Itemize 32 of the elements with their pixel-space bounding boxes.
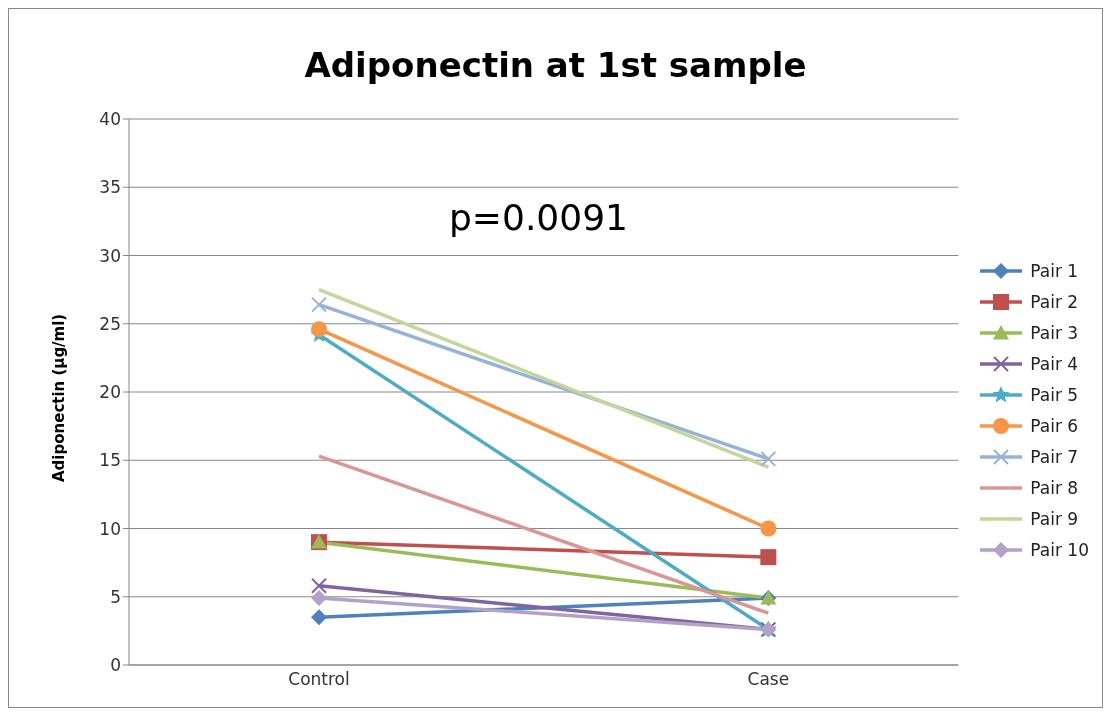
point — [311, 321, 327, 338]
y-tick-label: 5 — [110, 586, 121, 607]
legend-label: Pair 5 — [1030, 384, 1079, 405]
point — [760, 549, 777, 566]
point — [311, 609, 327, 626]
chart-title: Adiponectin at 1st sample — [303, 44, 808, 87]
y-tick-label: 20 — [99, 382, 121, 403]
y-tick-label: 30 — [99, 245, 121, 266]
legend-label: Pair 7 — [1030, 446, 1079, 467]
x-tick-label: Case — [747, 669, 790, 690]
legend-label: Pair 10 — [1030, 539, 1089, 560]
y-axis-title: Adiponectin (µg/ml) — [50, 313, 69, 482]
legend-label: Pair 2 — [1030, 291, 1079, 312]
legend-label: Pair 9 — [1030, 508, 1079, 529]
y-tick-label: 15 — [99, 450, 121, 471]
y-tick-label: 25 — [99, 313, 121, 334]
y-tick-label: 0 — [110, 655, 121, 676]
y-tick-label: 10 — [99, 518, 121, 539]
point — [311, 577, 327, 594]
legend-label: Pair 1 — [1030, 260, 1079, 281]
point — [760, 520, 777, 537]
point — [311, 590, 327, 607]
y-tick-label: 35 — [99, 177, 121, 198]
annotation: p=0.0091 — [449, 197, 628, 238]
legend-label: Pair 8 — [1030, 477, 1079, 498]
legend-label: Pair 4 — [1030, 353, 1079, 374]
legend-label: Pair 6 — [1030, 415, 1079, 436]
x-tick-label: Control — [288, 669, 350, 690]
y-tick-label: 40 — [99, 109, 121, 130]
point — [311, 296, 327, 313]
point — [760, 450, 777, 467]
legend-label: Pair 3 — [1030, 322, 1079, 343]
